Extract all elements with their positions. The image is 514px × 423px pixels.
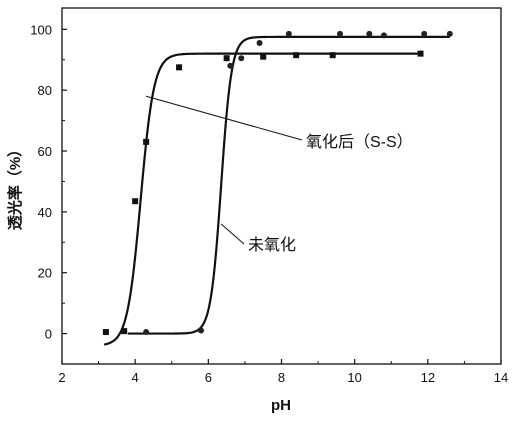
circle-marker — [421, 30, 428, 37]
y-tick-label: 60 — [38, 144, 52, 159]
circle-marker — [366, 30, 373, 37]
circle-marker — [380, 32, 387, 39]
circle-marker — [337, 30, 344, 37]
annotation-leader-oxidized — [146, 95, 303, 141]
annotation-oxidized-label: 氧化后（S-S） — [306, 133, 413, 151]
annotation-leaders — [146, 95, 303, 245]
square-marker — [143, 138, 150, 145]
circle-marker — [256, 39, 263, 46]
square-marker — [293, 52, 300, 59]
circle-marker — [143, 329, 150, 336]
square-marker — [223, 55, 230, 62]
fit-curve-series-1 — [127, 35, 450, 335]
x-tick-label: 4 — [132, 370, 139, 385]
circle-marker — [238, 55, 245, 62]
circle-marker — [198, 327, 205, 334]
annotation-leader-unoxidized — [220, 223, 245, 245]
square-marker — [176, 64, 183, 71]
square-marker — [417, 50, 424, 57]
x-tick-label: 8 — [278, 370, 285, 385]
fit-curves — [103, 35, 450, 346]
y-tick-label: 100 — [30, 22, 52, 37]
x-tick-label: 10 — [347, 370, 361, 385]
square-marker — [132, 198, 139, 205]
square-marker — [260, 53, 267, 60]
y-tick-label: 0 — [45, 327, 52, 342]
square-marker — [121, 328, 128, 335]
y-tick-label: 80 — [38, 83, 52, 98]
x-tick-label: 2 — [58, 370, 65, 385]
circle-marker — [446, 30, 453, 37]
data-points — [102, 30, 453, 336]
axis-ticks: 2 4 6 8 10 12 14 0 20 40 60 80 100 — [30, 22, 508, 385]
x-axis-title: pH — [271, 397, 291, 414]
annotation-unoxidized-label: 未氧化 — [248, 236, 296, 254]
y-axis-title: 透光率（%） — [6, 142, 24, 230]
x-tick-label: 12 — [421, 370, 435, 385]
square-marker — [329, 52, 336, 59]
y-tick-label: 20 — [38, 266, 52, 281]
circle-marker — [285, 30, 292, 37]
x-tick-label: 14 — [494, 370, 508, 385]
circle-marker — [227, 62, 234, 69]
fit-curve-series-0 — [103, 52, 423, 346]
x-tick-label: 6 — [205, 370, 212, 385]
square-marker — [102, 329, 109, 336]
y-tick-label: 40 — [38, 205, 52, 220]
